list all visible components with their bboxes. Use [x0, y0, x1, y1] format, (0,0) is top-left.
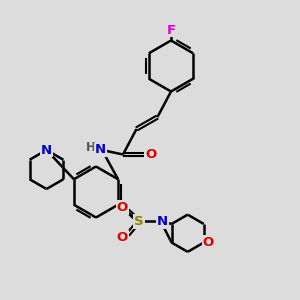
- Text: O: O: [117, 231, 128, 244]
- Text: N: N: [95, 143, 106, 157]
- Text: O: O: [145, 148, 157, 161]
- Text: N: N: [41, 143, 52, 157]
- Text: O: O: [117, 201, 128, 214]
- Text: N: N: [157, 215, 168, 228]
- Text: S: S: [134, 215, 144, 228]
- Text: H: H: [86, 141, 95, 154]
- Text: O: O: [203, 236, 214, 249]
- Text: F: F: [167, 23, 176, 37]
